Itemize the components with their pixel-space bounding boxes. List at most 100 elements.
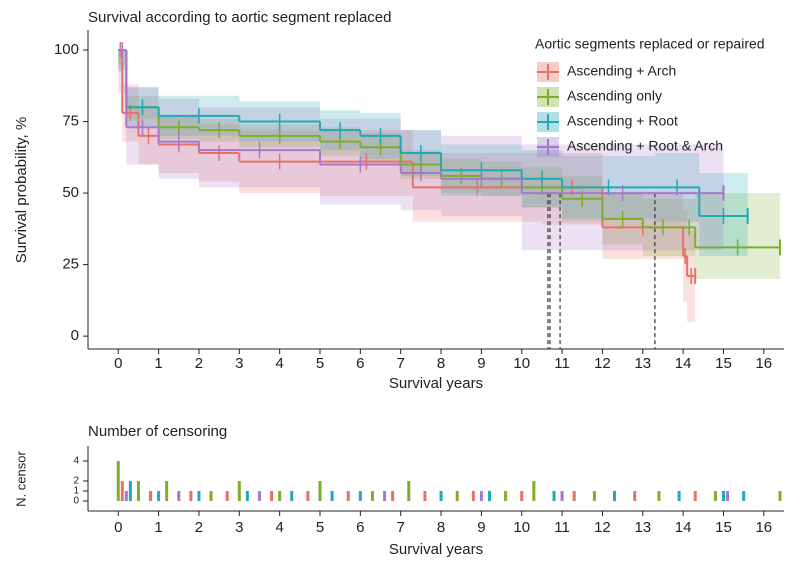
x-tick-label: 11 [554, 355, 570, 372]
x-tick-label: 14 [675, 355, 692, 372]
x-tick-label: 15 [715, 519, 732, 536]
censor-bar [157, 491, 161, 501]
censor-bar [391, 491, 395, 501]
censor-bar [742, 491, 746, 501]
x-tick-label: 7 [397, 355, 405, 372]
censor-bar [520, 491, 524, 501]
censor-bar [471, 491, 475, 501]
y-tick-label: 0 [73, 496, 79, 507]
chart-title: Survival according to aortic segment rep… [88, 9, 392, 26]
censor-bar [318, 481, 322, 501]
censor-bar [487, 491, 491, 501]
x-tick-label: 10 [513, 519, 530, 536]
censor-bar [225, 491, 229, 501]
censor-bar [270, 491, 274, 501]
censor-bar [383, 491, 387, 501]
censor-bar [257, 491, 261, 501]
x-tick-label: 7 [397, 519, 405, 536]
y-tick-label: 50 [62, 184, 79, 201]
x-tick-label: 5 [316, 519, 324, 536]
x-tick-label: 12 [594, 519, 611, 536]
legend-title: Aortic segments replaced or repaired [535, 36, 765, 52]
x-tick-label: 0 [114, 355, 122, 372]
censor-bar [177, 491, 181, 501]
censor-bar [237, 481, 241, 501]
x-axis-label: Survival years [389, 375, 483, 392]
x-tick-label: 13 [634, 519, 651, 536]
censor-bar [358, 491, 362, 501]
censor-bar [560, 491, 564, 501]
censor-bar [165, 481, 169, 501]
x-tick-label: 0 [114, 519, 122, 536]
x-tick-label: 3 [235, 519, 243, 536]
censor-bar [290, 491, 294, 501]
x-tick-label: 4 [275, 519, 283, 536]
censor-bar [721, 491, 725, 501]
y-axis-label: Survival probability, % [13, 117, 30, 263]
censor-bar [778, 491, 782, 501]
confidence-band [118, 50, 123, 73]
x-tick-label: 10 [513, 355, 530, 372]
censor-bar [504, 491, 508, 501]
x-tick-label: 8 [437, 519, 445, 536]
y-tick-label: 25 [62, 256, 79, 273]
censor-bar [552, 491, 556, 501]
censor-bar [189, 491, 193, 501]
x-tick-label: 2 [195, 355, 203, 372]
x-tick-label: 2 [195, 519, 203, 536]
censor-bar [677, 491, 681, 501]
censor-bar [136, 481, 140, 501]
x-axis-label: Survival years [389, 541, 483, 558]
censor-bar [116, 461, 120, 501]
censor-bar [713, 491, 717, 501]
censor-bar [455, 491, 459, 501]
x-tick-label: 4 [275, 355, 283, 372]
censor-bar [209, 491, 213, 501]
legend-label: Ascending + Arch [567, 63, 676, 79]
censor-bar [439, 491, 443, 501]
y-tick-label: 2 [73, 476, 79, 487]
censor-bar [370, 491, 374, 501]
x-tick-label: 1 [154, 519, 162, 536]
censor-bar [306, 491, 310, 501]
censor-bar [532, 481, 536, 501]
x-tick-label: 8 [437, 355, 445, 372]
x-tick-label: 1 [154, 355, 162, 372]
x-tick-label: 6 [356, 355, 364, 372]
censor-bar [330, 491, 334, 501]
censor-bar [572, 491, 576, 501]
censor-bar [423, 491, 427, 501]
censor-bar [633, 491, 637, 501]
censor-bar [128, 481, 132, 501]
censor-bar [197, 491, 201, 501]
x-tick-label: 16 [755, 519, 772, 536]
censor-bar [124, 491, 128, 501]
x-tick-label: 16 [755, 355, 772, 372]
censor-bar [346, 491, 350, 501]
y-tick-label: 100 [54, 41, 79, 58]
chart-title: Number of censoring [88, 423, 227, 440]
confidence-band [695, 193, 780, 279]
censor-bar [120, 481, 124, 501]
censor-bar [278, 491, 282, 501]
legend-label: Ascending + Root & Arch [567, 138, 723, 154]
censor-bar [613, 491, 617, 501]
y-tick-label: 75 [62, 113, 79, 130]
x-tick-label: 15 [715, 355, 732, 372]
censor-bar [407, 481, 411, 501]
x-tick-label: 13 [634, 355, 651, 372]
x-tick-label: 14 [675, 519, 692, 536]
y-tick-label: 1 [73, 486, 79, 497]
x-tick-label: 6 [356, 519, 364, 536]
x-tick-label: 3 [235, 355, 243, 372]
censor-bar [657, 491, 661, 501]
y-tick-label: 4 [73, 456, 79, 467]
censor-bar [592, 491, 596, 501]
x-tick-label: 11 [554, 519, 570, 536]
censor-bar [149, 491, 153, 501]
censor-bar [245, 491, 249, 501]
x-tick-label: 9 [477, 355, 485, 372]
x-tick-label: 5 [316, 355, 324, 372]
censor-bar [479, 491, 483, 501]
